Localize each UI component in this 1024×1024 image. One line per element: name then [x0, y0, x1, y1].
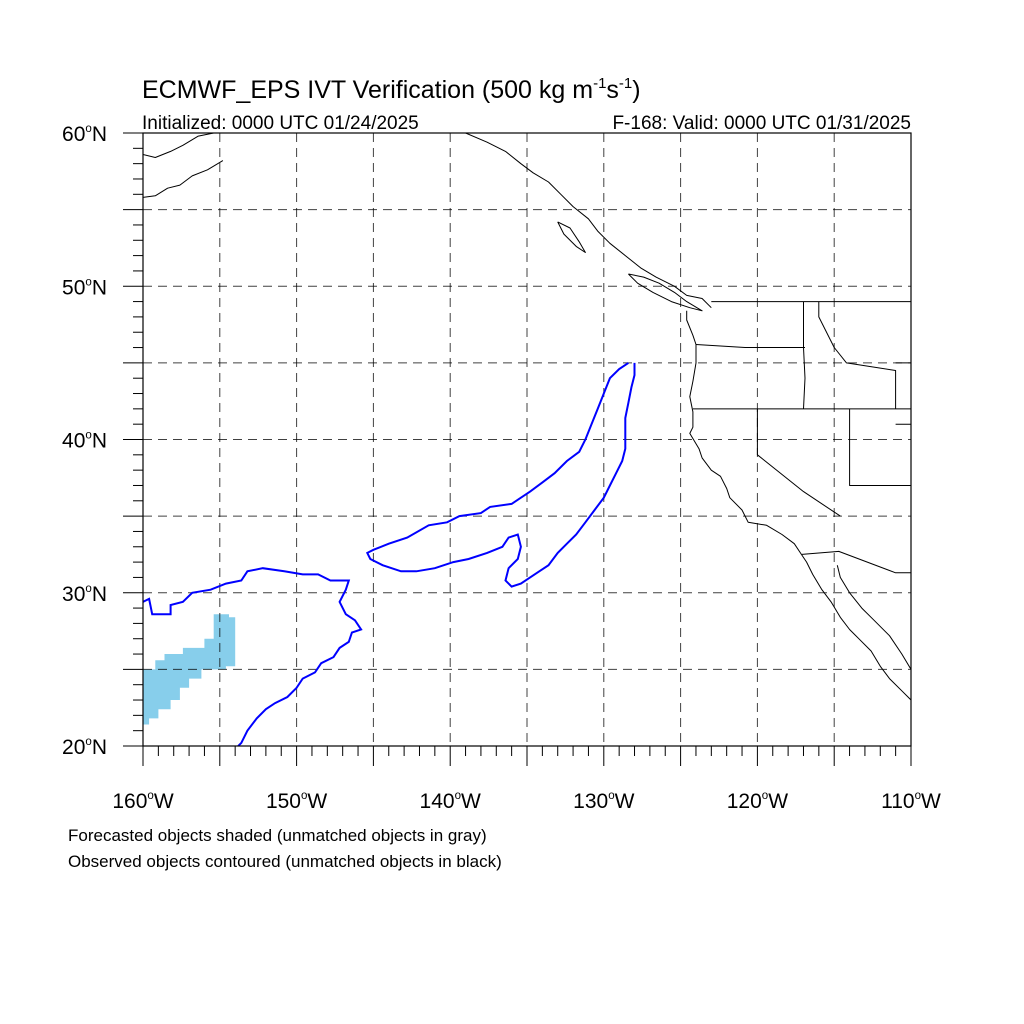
border-us-mexico	[801, 550, 911, 574]
observed-objects-layer	[143, 362, 636, 746]
map-title: ECMWF_EPS IVT Verification (500 kg m-1s-…	[142, 75, 641, 104]
legend-observed-text: Observed objects contoured (unmatched ob…	[68, 852, 502, 871]
coast-bc-alaska-panhandle	[465, 133, 712, 309]
axis-labels: 60oN 50oN 40oN 30oN 20oN 160oW 150oW 140oW 130oW…	[62, 123, 941, 813]
coast-vancouver-island	[628, 273, 703, 312]
coast-alaska-aleutian	[143, 133, 214, 158]
lat-lon-grid	[143, 133, 911, 746]
coast-haida-gwaii	[557, 221, 586, 253]
valid-time-label: F-168: Valid: 0000 UTC 01/31/2025	[612, 113, 911, 134]
lon-label-120: 120oW	[727, 790, 788, 813]
coast-alaska-peninsula	[143, 160, 224, 198]
lon-label-110: 110oW	[881, 790, 941, 813]
lat-label-40: 40oN	[62, 430, 107, 453]
lon-label-130: 130oW	[573, 790, 634, 813]
lon-label-160: 160oW	[112, 790, 173, 813]
border-ca-nv	[756, 408, 841, 517]
axis-ticks	[123, 132, 912, 766]
map-plot-area	[143, 133, 911, 746]
border-ut-co	[895, 362, 911, 425]
lon-label-140: 140oW	[420, 790, 481, 813]
init-time-label: Initialized: 0000 UTC 01/24/2025	[142, 113, 419, 134]
lon-label-150: 150oW	[266, 790, 327, 813]
observed-contour-atmospheric-river-arc	[365, 362, 636, 588]
legend-forecast-text: Forecasted objects shaded (unmatched obj…	[68, 826, 487, 845]
coast-us-west	[686, 310, 911, 701]
coast-gulf-california	[836, 565, 911, 670]
border-idaho-montana	[818, 301, 897, 409]
lat-label-60: 60oN	[62, 123, 107, 146]
coastlines-borders-layer	[143, 133, 911, 701]
lat-label-50: 50oN	[62, 276, 107, 299]
border-idaho-west	[803, 301, 806, 409]
lat-label-20: 20oN	[62, 736, 107, 759]
lat-label-30: 30oN	[62, 583, 107, 606]
border-wa-or	[695, 344, 805, 348]
border-nv-ut	[849, 408, 911, 486]
observed-contour-subtropical	[143, 567, 363, 746]
